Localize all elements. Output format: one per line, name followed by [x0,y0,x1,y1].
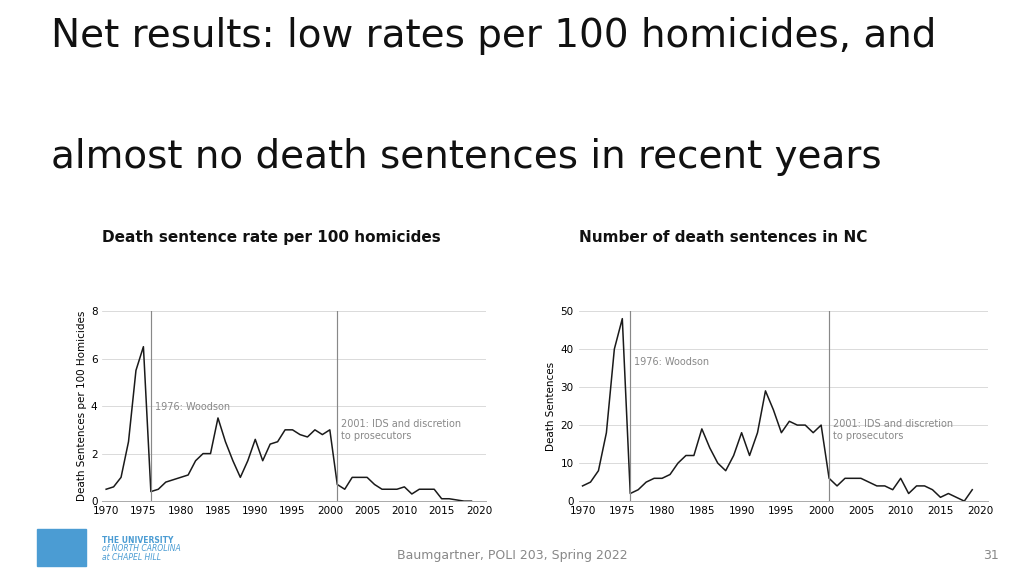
Text: Baumgartner, POLI 203, Spring 2022: Baumgartner, POLI 203, Spring 2022 [396,548,628,562]
Text: THE UNIVERSITY: THE UNIVERSITY [102,536,174,545]
Text: 2001: IDS and discretion
to prosecutors: 2001: IDS and discretion to prosecutors [834,419,953,441]
Text: 2001: IDS and discretion
to prosecutors: 2001: IDS and discretion to prosecutors [341,419,461,441]
Bar [37,529,86,566]
Text: 31: 31 [983,548,998,562]
Text: Net results: low rates per 100 homicides, and: Net results: low rates per 100 homicides… [51,17,937,55]
Text: Number of death sentences in NC: Number of death sentences in NC [579,230,867,245]
Text: at CHAPEL HILL: at CHAPEL HILL [102,553,162,562]
Text: 1976: Woodson: 1976: Woodson [155,402,229,412]
Text: almost no death sentences in recent years: almost no death sentences in recent year… [51,138,882,176]
Y-axis label: Death Sentences per 100 Homicides: Death Sentences per 100 Homicides [77,311,87,501]
Text: Death sentence rate per 100 homicides: Death sentence rate per 100 homicides [102,230,441,245]
Text: 1976: Woodson: 1976: Woodson [634,357,710,367]
Text: of NORTH CAROLINA: of NORTH CAROLINA [102,544,181,554]
Y-axis label: Death Sentences: Death Sentences [547,362,556,450]
